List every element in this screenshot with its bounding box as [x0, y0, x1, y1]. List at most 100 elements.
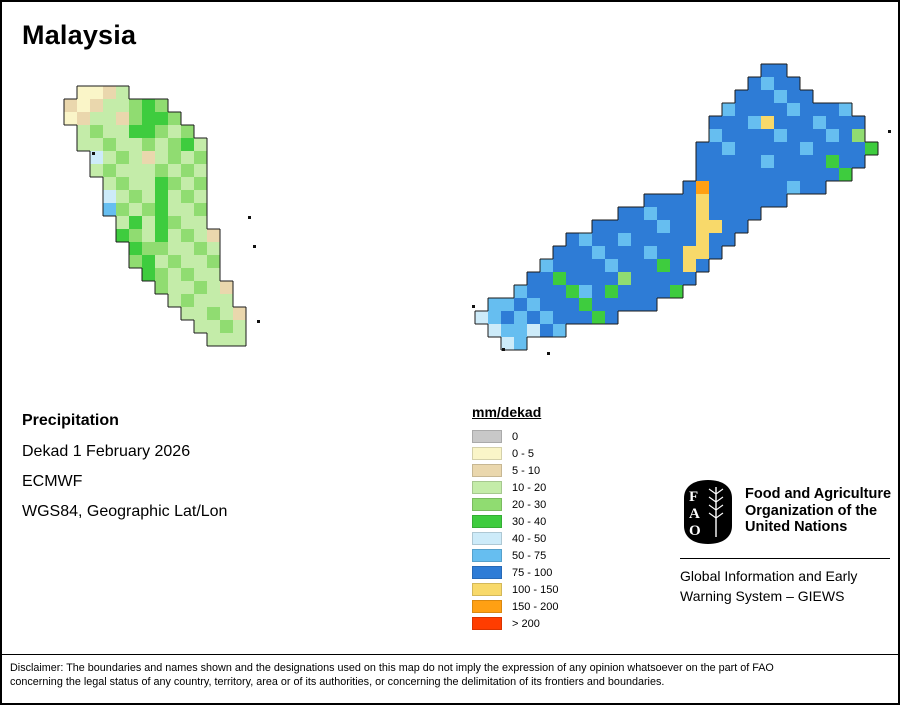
map-cell — [618, 246, 631, 259]
map-cell — [709, 233, 722, 246]
map-cell — [722, 103, 735, 116]
map-cell — [194, 190, 207, 203]
map-cell — [670, 259, 683, 272]
map-cell — [813, 142, 826, 155]
map-cell — [657, 233, 670, 246]
map-cell — [579, 246, 592, 259]
map-cell — [553, 272, 566, 285]
map-cell — [696, 220, 709, 233]
map-cell — [90, 112, 103, 125]
map-cell — [644, 285, 657, 298]
map-cell — [605, 220, 618, 233]
legend-row: 0 — [472, 428, 558, 445]
map-cell — [155, 242, 168, 255]
fao-org-line: Food and Agriculture — [745, 486, 892, 502]
map-cell — [709, 155, 722, 168]
island-dot — [472, 305, 475, 308]
map-cell — [103, 99, 116, 112]
map-cell — [592, 298, 605, 311]
map-cell — [129, 125, 142, 138]
coastline-outline — [63, 85, 247, 347]
map-cell — [618, 220, 631, 233]
map-cell — [618, 272, 631, 285]
legend-label: 5 - 10 — [512, 464, 541, 477]
map-cell — [566, 311, 579, 324]
map-cell — [540, 285, 553, 298]
map-cell — [181, 268, 194, 281]
map-cell — [735, 220, 748, 233]
map-cell — [839, 155, 852, 168]
map-cell — [194, 255, 207, 268]
map-cell — [644, 207, 657, 220]
legend-swatch — [472, 515, 502, 528]
map-cell — [168, 281, 181, 294]
map-cell — [181, 164, 194, 177]
map-cell — [774, 142, 787, 155]
legend-row: 40 - 50 — [472, 530, 558, 547]
map-cell — [670, 220, 683, 233]
map-cell — [644, 298, 657, 311]
giews-line: Warning System – GIEWS — [680, 588, 845, 604]
legend: mm/dekad 0 0 - 5 5 - 10 10 - 20 20 - 30 30 - … — [472, 404, 558, 632]
map-cell — [566, 298, 579, 311]
map-cell — [194, 203, 207, 216]
map-cell — [233, 320, 246, 333]
map-cell — [103, 86, 116, 99]
legend-swatch — [472, 600, 502, 613]
disclaimer-line: concerning the legal status of any count… — [10, 676, 665, 688]
map-cell — [194, 242, 207, 255]
map-cell — [696, 246, 709, 259]
legend-row: 0 - 5 — [472, 445, 558, 462]
map-cell — [90, 99, 103, 112]
map-cell — [553, 298, 566, 311]
map-cell — [800, 168, 813, 181]
island-dot — [257, 320, 260, 323]
map-cell — [696, 168, 709, 181]
map-cell — [774, 64, 787, 77]
map-cell — [540, 324, 553, 337]
map-cell — [761, 181, 774, 194]
map-cell — [129, 203, 142, 216]
map-cell — [839, 168, 852, 181]
giews-label: Global Information and Early Warning Sys… — [680, 566, 857, 606]
coastline-outline — [474, 63, 879, 351]
map-cell — [181, 125, 194, 138]
map-cell — [787, 181, 800, 194]
map-cell — [722, 181, 735, 194]
map-cell — [605, 233, 618, 246]
legend-label: 20 - 30 — [512, 498, 547, 511]
map-cell — [709, 246, 722, 259]
map-cell — [77, 86, 90, 99]
map-cell — [761, 103, 774, 116]
map-cell — [826, 129, 839, 142]
map-cell — [579, 233, 592, 246]
map-cell — [181, 151, 194, 164]
legend-label: 150 - 200 — [512, 600, 559, 613]
map-cell — [618, 233, 631, 246]
map-cell — [761, 64, 774, 77]
map-cell — [800, 142, 813, 155]
map-cell — [813, 168, 826, 181]
map-cell — [852, 129, 865, 142]
map-cell — [194, 216, 207, 229]
map-cell — [168, 151, 181, 164]
map-cell — [488, 311, 501, 324]
map-cell — [813, 116, 826, 129]
map-cell — [748, 116, 761, 129]
map-cell — [155, 255, 168, 268]
map-cell — [514, 324, 527, 337]
map-cell — [168, 138, 181, 151]
map-cell — [800, 129, 813, 142]
map-cell — [592, 259, 605, 272]
map-cell — [670, 194, 683, 207]
map-cell — [657, 207, 670, 220]
island-dot — [547, 352, 550, 355]
map-cell — [644, 233, 657, 246]
island-dot — [502, 348, 505, 351]
map-cell — [527, 272, 540, 285]
map-cell — [774, 77, 787, 90]
map-cell — [181, 281, 194, 294]
map-cell — [696, 181, 709, 194]
map-cell — [168, 229, 181, 242]
map-cell — [787, 77, 800, 90]
